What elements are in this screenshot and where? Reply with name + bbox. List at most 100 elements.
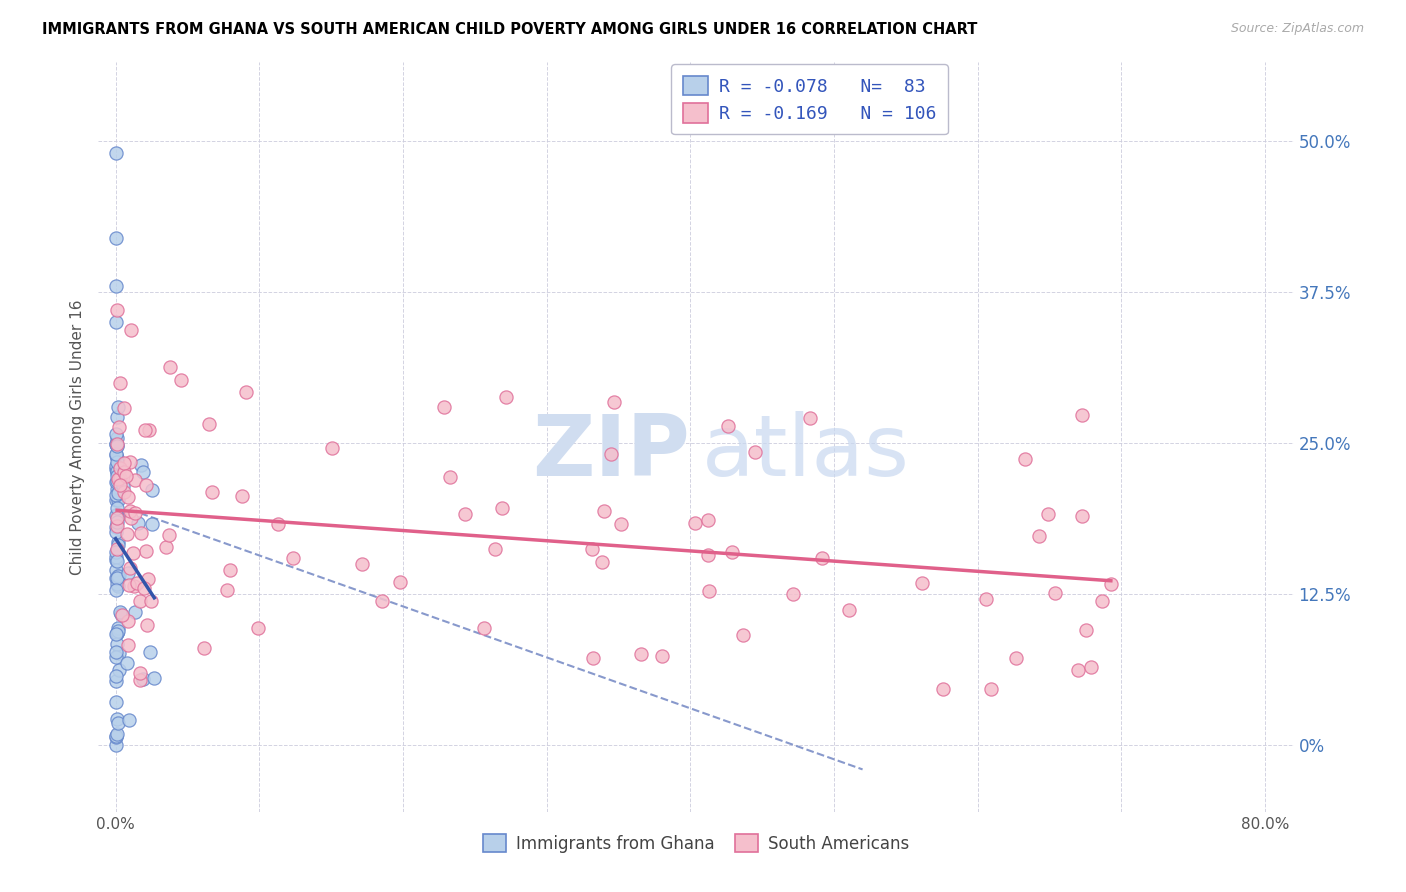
Point xyxy=(107,624,129,639)
Point xyxy=(115,526,138,541)
Point xyxy=(105,542,128,557)
Point xyxy=(112,456,135,470)
Point xyxy=(281,550,304,565)
Point xyxy=(267,516,290,531)
Point xyxy=(108,646,131,660)
Point xyxy=(132,581,155,595)
Point xyxy=(105,410,128,425)
Point xyxy=(105,464,128,478)
Point xyxy=(118,713,141,727)
Point xyxy=(105,563,128,577)
Point xyxy=(141,517,163,532)
Point xyxy=(141,594,163,608)
Point xyxy=(974,592,997,607)
Point xyxy=(108,477,131,491)
Point xyxy=(105,492,128,507)
Point xyxy=(125,576,148,591)
Point xyxy=(159,360,181,375)
Point xyxy=(107,715,129,730)
Point xyxy=(105,230,128,244)
Point xyxy=(105,451,128,466)
Point xyxy=(117,638,139,652)
Point xyxy=(1074,624,1097,638)
Point xyxy=(129,593,152,607)
Point xyxy=(105,625,128,640)
Point xyxy=(132,465,155,479)
Point xyxy=(1091,594,1114,608)
Point xyxy=(128,666,150,681)
Point xyxy=(138,423,160,437)
Point xyxy=(105,627,128,641)
Text: ZIP: ZIP xyxy=(533,410,690,493)
Point xyxy=(107,400,129,414)
Point xyxy=(117,490,139,504)
Point xyxy=(105,458,128,473)
Point xyxy=(697,583,720,598)
Point xyxy=(127,516,149,530)
Point xyxy=(135,544,157,558)
Point xyxy=(124,605,146,619)
Point xyxy=(169,373,191,387)
Point xyxy=(105,511,128,525)
Point xyxy=(107,621,129,635)
Point xyxy=(246,621,269,635)
Point xyxy=(107,472,129,486)
Point xyxy=(105,482,128,496)
Point xyxy=(350,557,373,571)
Point xyxy=(107,579,129,593)
Point xyxy=(105,303,128,318)
Point xyxy=(453,507,475,521)
Point xyxy=(105,279,128,293)
Point xyxy=(118,504,141,518)
Point xyxy=(110,607,132,621)
Point xyxy=(124,473,146,487)
Point xyxy=(122,579,145,593)
Point xyxy=(609,517,631,532)
Point xyxy=(591,555,613,569)
Text: IMMIGRANTS FROM GHANA VS SOUTH AMERICAN CHILD POVERTY AMONG GIRLS UNDER 16 CORRE: IMMIGRANTS FROM GHANA VS SOUTH AMERICAN … xyxy=(42,22,977,37)
Point xyxy=(105,525,128,540)
Point xyxy=(107,577,129,591)
Point xyxy=(105,474,128,488)
Point xyxy=(105,695,128,709)
Point xyxy=(107,493,129,508)
Point xyxy=(105,446,128,460)
Point xyxy=(696,548,718,562)
Point xyxy=(593,503,616,517)
Point xyxy=(157,528,180,542)
Point xyxy=(439,470,461,484)
Point xyxy=(105,508,128,523)
Point xyxy=(115,469,138,483)
Point xyxy=(105,315,128,329)
Point xyxy=(811,550,834,565)
Point xyxy=(112,465,135,479)
Point xyxy=(115,656,138,670)
Point xyxy=(932,682,955,697)
Point xyxy=(108,567,131,582)
Point xyxy=(980,682,1002,697)
Point xyxy=(105,475,128,489)
Point xyxy=(717,418,740,433)
Point xyxy=(107,534,129,549)
Point xyxy=(122,546,145,560)
Point xyxy=(581,542,603,557)
Point xyxy=(105,427,128,442)
Point xyxy=(105,650,128,665)
Point xyxy=(683,516,706,531)
Point xyxy=(484,542,506,557)
Point xyxy=(838,603,860,617)
Point xyxy=(1080,660,1102,674)
Point xyxy=(129,526,152,541)
Point xyxy=(120,511,142,525)
Point xyxy=(105,674,128,689)
Point xyxy=(112,479,135,493)
Point xyxy=(105,440,128,454)
Point xyxy=(105,519,128,533)
Point xyxy=(111,607,134,622)
Point xyxy=(105,729,128,743)
Point xyxy=(105,727,128,741)
Point xyxy=(129,673,152,688)
Point xyxy=(1099,577,1122,591)
Point xyxy=(744,444,766,458)
Point xyxy=(112,485,135,500)
